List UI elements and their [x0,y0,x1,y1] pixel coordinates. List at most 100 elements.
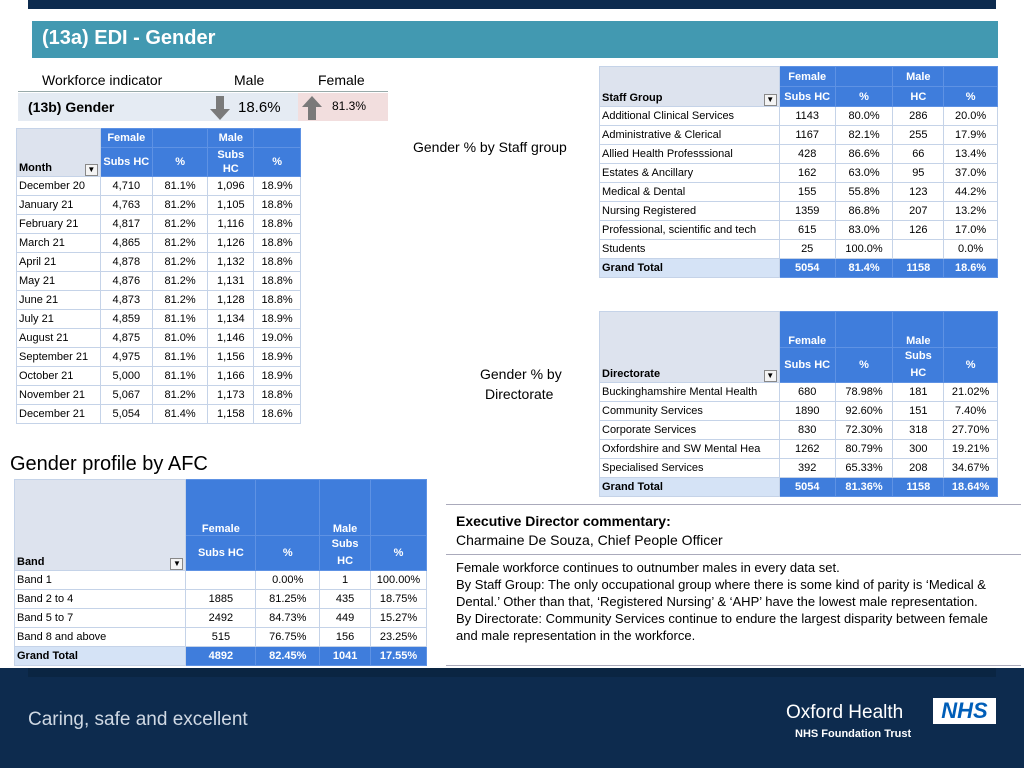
month-header: Month [19,162,52,174]
band-row: Band 2 to 4 1885 81.25% 435 18.75% [13,589,427,609]
month-row-value: 4,817 [99,214,153,234]
month-row-value: 5,000 [99,366,153,386]
top-bar [28,0,996,9]
grand-total-value: 5054 [778,258,836,278]
month-row: September 21 4,975 81.1% 1,156 18.9% [16,347,301,367]
month-row-label: August 21 [16,328,101,348]
commentary-body: Female workforce continues to outnumber … [456,559,1011,644]
month-row: June 21 4,873 81.2% 1,128 18.8% [16,290,301,310]
staff-group-row-value: 20.0% [943,106,998,126]
month-row-label: July 21 [16,309,101,329]
month-row-value: 81.1% [151,347,209,367]
arrow-up-icon [302,96,322,120]
filter-icon[interactable]: ▼ [763,370,777,382]
pct-header: % [834,347,894,383]
staff-group-row-value: 1167 [778,125,836,145]
filter-icon[interactable]: ▼ [170,558,184,570]
directorate-row: Community Services 1890 92.60% 151 7.40% [599,401,998,421]
directorate-row-value: 392 [778,458,836,478]
pct-header: % [253,147,301,177]
directorate-row-value: 19.21% [943,439,998,459]
month-row: December 21 5,054 81.4% 1,158 18.6% [16,404,301,424]
staff-group-row-value: 155 [778,182,836,202]
month-row-value: 1,128 [207,290,255,310]
footer-org-name: Oxford Health [786,702,904,723]
staff-group-row-value: 86.8% [834,201,894,221]
month-row-value: 18.8% [253,195,301,215]
month-row-value: 4,873 [99,290,153,310]
staff-group-row-value: 82.1% [834,125,894,145]
staff-group-row-value: 1143 [778,106,836,126]
grand-total-value: 18.6% [943,258,998,278]
blank-header [943,311,998,348]
band-row-value: 449 [319,608,372,628]
staff-group-row-value: 100.0% [834,239,894,259]
month-row-value: 18.9% [253,176,301,196]
directorate-row-label: Corporate Services [599,420,780,440]
month-row-value: 18.8% [253,271,301,291]
staff-group-row-label: Administrative & Clerical [599,125,780,145]
subs-hc-header: Subs HC [207,147,255,177]
kpi-female-header: Female [318,72,365,88]
hc-label: HC [222,163,239,175]
month-row-value: 4,710 [99,176,153,196]
grand-total-row: Grand Total 5054 81.36% 1158 18.64% [599,477,998,497]
staff-group-header: Staff Group [602,92,663,104]
band-row-value: 515 [185,627,257,647]
filter-icon[interactable]: ▼ [84,164,98,176]
band-header-cell: Band ▼ [13,479,187,571]
staff-group-row-value [892,239,945,259]
staff-group-row-value: 17.9% [943,125,998,145]
commentary-line: By Directorate: Community Services conti… [456,611,988,643]
staff-group-row-label: Additional Clinical Services [599,106,780,126]
directorate-row-label: Specialised Services [599,458,780,478]
month-row: March 21 4,865 81.2% 1,126 18.8% [16,233,301,253]
band-row-value: 23.25% [370,627,427,647]
male-header: Male [892,66,945,87]
directorate-header: Directorate [602,368,661,380]
band-row-value: 81.25% [255,589,321,609]
pct-header: % [943,347,998,383]
staff-group-row-value: 286 [892,106,945,126]
month-row: December 20 4,710 81.1% 1,096 18.9% [16,176,301,196]
commentary-line: By Staff Group: The only occupational gr… [456,577,986,609]
grand-total-value: 18.64% [943,477,998,497]
commentary-author: Charmaine De Souza, Chief People Officer [456,532,723,548]
kpi-header: Workforce indicator Male Female [18,66,388,92]
staff-group-row-label: Nursing Registered [599,201,780,221]
month-row-value: 1,116 [207,214,255,234]
directorate-row-value: 151 [892,401,945,421]
staff-group-row-value: 126 [892,220,945,240]
kpi-female-cell: 81.3% [298,93,388,121]
month-row-label: June 21 [16,290,101,310]
blank-header [834,311,894,348]
band-row-value: 76.75% [255,627,321,647]
directorate-row-value: 7.40% [943,401,998,421]
directorate-row-value: 34.67% [943,458,998,478]
band-row: Band 1 0.00% 1 100.00% [13,570,427,590]
staff-group-row-label: Professional, scientific and tech [599,220,780,240]
month-row-value: 1,166 [207,366,255,386]
month-row-value: 18.9% [253,309,301,329]
staff-group-row: Professional, scientific and tech 615 83.0… [599,220,998,240]
female-header: Female [778,66,836,87]
month-row-value: 18.8% [253,385,301,405]
month-row-value: 5,054 [99,404,153,424]
staff-group-header-cell: Staff Group ▼ [599,66,780,107]
month-row-value: 1,158 [207,404,255,424]
directorate-row-value: 318 [892,420,945,440]
month-row-label: December 21 [16,404,101,424]
directorate-row-label: Community Services [599,401,780,421]
subs-hc-header: Subs HC [892,347,945,383]
staff-group-row-label: Allied Health Professsional [599,144,780,164]
month-row-value: 1,096 [207,176,255,196]
month-row-value: 4,878 [99,252,153,272]
staff-group-row: Additional Clinical Services 1143 80.0% 286… [599,106,998,126]
grand-total-value: 4892 [185,646,257,666]
staff-group-chart-label: Gender % by Staff group [413,139,567,155]
filter-icon[interactable]: ▼ [763,94,777,106]
grand-total-label: Grand Total [599,477,780,497]
band-row-value: 435 [319,589,372,609]
staff-group-row-value: 63.0% [834,163,894,183]
title-bar: (13a) EDI - Gender [32,21,998,58]
